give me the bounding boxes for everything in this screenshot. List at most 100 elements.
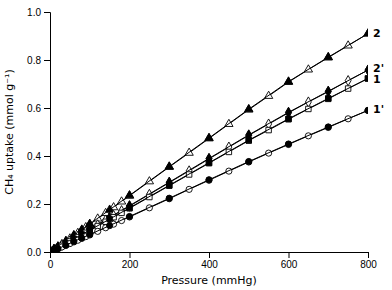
x-tick-label: 200 — [122, 259, 139, 270]
adsorption-marker — [284, 77, 292, 84]
marks — [50, 29, 368, 252]
desorption-marker — [365, 76, 368, 81]
adsorption-marker — [206, 160, 211, 165]
y-tick: 1.0 — [27, 7, 50, 18]
desorption-marker — [126, 213, 132, 219]
y-tick: 0.2 — [27, 199, 50, 210]
x-axis-line — [51, 253, 369, 259]
desorption-marker — [246, 137, 251, 142]
adsorption-line — [50, 110, 368, 252]
x-tick: 800 — [360, 252, 377, 270]
desorption-marker — [165, 162, 173, 169]
x-tick: 600 — [281, 252, 298, 270]
adsorption-marker — [127, 201, 133, 211]
adsorption-marker — [167, 183, 172, 188]
y-tick-label: 0.4 — [27, 151, 41, 162]
adsorption-marker — [365, 65, 368, 75]
y-tick-mark — [44, 204, 50, 205]
adsorption-marker — [246, 138, 251, 143]
desorption-marker — [167, 183, 172, 188]
desorption-marker — [206, 177, 212, 183]
y-tick-label: 0.6 — [27, 103, 41, 114]
adsorption-marker — [63, 242, 69, 248]
series — [50, 29, 368, 252]
desorption-marker — [326, 96, 331, 101]
desorption-marker — [127, 205, 132, 210]
adsorption-marker — [286, 117, 291, 122]
adsorption-marker — [325, 124, 331, 130]
y-tick: 0.8 — [27, 55, 50, 66]
series — [50, 107, 368, 252]
y-axis-title: CH₄ uptake (mmol g⁻¹) — [3, 69, 16, 195]
x-axis-title: Pressure (mmHg) — [161, 274, 257, 287]
desorption-marker — [325, 86, 331, 96]
adsorption-line — [50, 34, 368, 252]
y-tick-label: 0.8 — [27, 55, 41, 66]
x-tick: 400 — [201, 252, 218, 270]
series — [50, 76, 368, 252]
x-tick-label: 600 — [281, 259, 298, 270]
adsorption-marker — [125, 191, 133, 198]
series — [50, 65, 368, 252]
desorption-line — [50, 110, 368, 252]
x-tick-mark — [209, 252, 210, 258]
series-label: 2 — [373, 27, 381, 40]
adsorption-marker — [324, 53, 332, 60]
desorption-marker — [365, 107, 368, 113]
chart: 02004006008000.00.20.40.60.81.022'11'Pre… — [0, 0, 392, 290]
adsorption-marker — [246, 159, 252, 165]
x-tick: 0 — [48, 252, 54, 270]
y-tick-mark — [44, 108, 50, 109]
desorption-marker — [286, 116, 291, 121]
desorption-marker — [245, 104, 253, 111]
desorption-line — [50, 34, 368, 252]
adsorption-marker — [166, 196, 172, 202]
desorption-line — [50, 78, 368, 252]
desorption-marker — [50, 249, 53, 252]
y-tick-mark — [44, 156, 50, 157]
adsorption-marker — [364, 29, 368, 36]
y-axis: 0.00.20.40.60.81.0 — [27, 7, 50, 258]
desorption-marker — [246, 158, 252, 164]
adsorption-marker — [126, 214, 132, 220]
desorption-marker — [205, 133, 213, 140]
x-tick-label: 400 — [201, 259, 218, 270]
y-tick-mark — [44, 12, 50, 13]
x-axis: 0 200 400 600 800 — [48, 252, 378, 270]
desorption-marker — [87, 231, 93, 237]
y-tick-label: 0.2 — [27, 199, 41, 210]
x-tick-label: 800 — [360, 259, 377, 270]
adsorption-marker — [127, 206, 132, 211]
adsorption-marker — [87, 232, 93, 238]
y-tick-mark — [44, 252, 50, 253]
adsorption-marker — [165, 162, 173, 169]
adsorption-marker — [206, 177, 212, 183]
desorption-marker — [206, 160, 211, 165]
x-tick-label: 0 — [48, 259, 54, 270]
adsorption-marker — [50, 249, 53, 252]
desorption-marker — [365, 65, 368, 75]
adsorption-marker — [365, 107, 368, 113]
adsorption-marker — [365, 76, 368, 81]
adsorption-marker — [166, 178, 172, 188]
desorption-marker — [166, 177, 172, 187]
plot: 02004006008000.00.20.40.60.81.022'11' — [27, 7, 384, 270]
y-tick: 0.4 — [27, 151, 50, 162]
adsorption-line — [50, 78, 368, 252]
desorption-marker — [50, 249, 53, 252]
x-tick-mark — [289, 252, 290, 258]
desorption-marker — [105, 205, 113, 212]
adsorption-marker — [71, 239, 77, 245]
desorption-marker — [284, 77, 292, 84]
y-axis-line — [44, 13, 51, 253]
x-tick-mark — [130, 252, 131, 258]
adsorption-marker — [245, 105, 253, 112]
series-label: 1' — [373, 103, 384, 116]
desorption-marker — [63, 242, 69, 248]
y-tick-mark — [44, 60, 50, 61]
adsorption-marker — [285, 141, 291, 147]
desorption-marker — [324, 52, 332, 59]
adsorption-line — [50, 70, 368, 252]
adsorption-marker — [205, 134, 213, 141]
x-tick-mark — [368, 252, 369, 258]
